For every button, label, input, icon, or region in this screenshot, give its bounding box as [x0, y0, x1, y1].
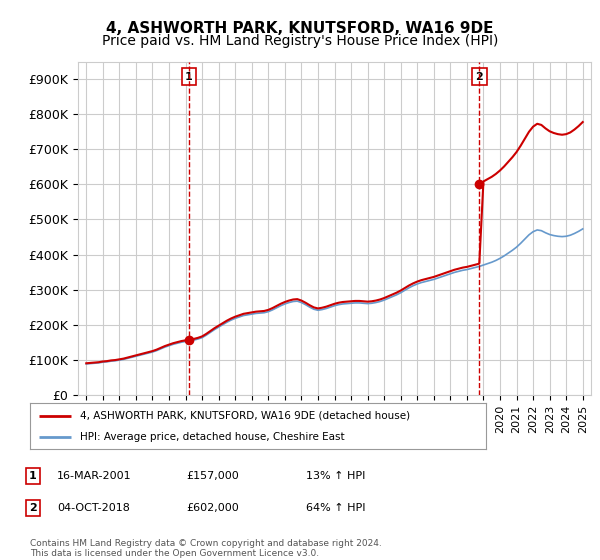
- Text: 2: 2: [29, 503, 37, 513]
- Text: Contains HM Land Registry data © Crown copyright and database right 2024.
This d: Contains HM Land Registry data © Crown c…: [30, 539, 382, 558]
- Text: 04-OCT-2018: 04-OCT-2018: [57, 503, 130, 513]
- Text: 4, ASHWORTH PARK, KNUTSFORD, WA16 9DE (detached house): 4, ASHWORTH PARK, KNUTSFORD, WA16 9DE (d…: [80, 410, 410, 421]
- Text: 4, ASHWORTH PARK, KNUTSFORD, WA16 9DE: 4, ASHWORTH PARK, KNUTSFORD, WA16 9DE: [106, 21, 494, 36]
- Text: £602,000: £602,000: [186, 503, 239, 513]
- Text: 1: 1: [29, 471, 37, 481]
- Text: 2: 2: [476, 72, 484, 82]
- Text: HPI: Average price, detached house, Cheshire East: HPI: Average price, detached house, Ches…: [80, 432, 345, 442]
- Text: Price paid vs. HM Land Registry's House Price Index (HPI): Price paid vs. HM Land Registry's House …: [102, 34, 498, 48]
- Text: £157,000: £157,000: [186, 471, 239, 481]
- Text: 13% ↑ HPI: 13% ↑ HPI: [306, 471, 365, 481]
- Text: 1: 1: [185, 72, 193, 82]
- Text: 16-MAR-2001: 16-MAR-2001: [57, 471, 131, 481]
- Text: 64% ↑ HPI: 64% ↑ HPI: [306, 503, 365, 513]
